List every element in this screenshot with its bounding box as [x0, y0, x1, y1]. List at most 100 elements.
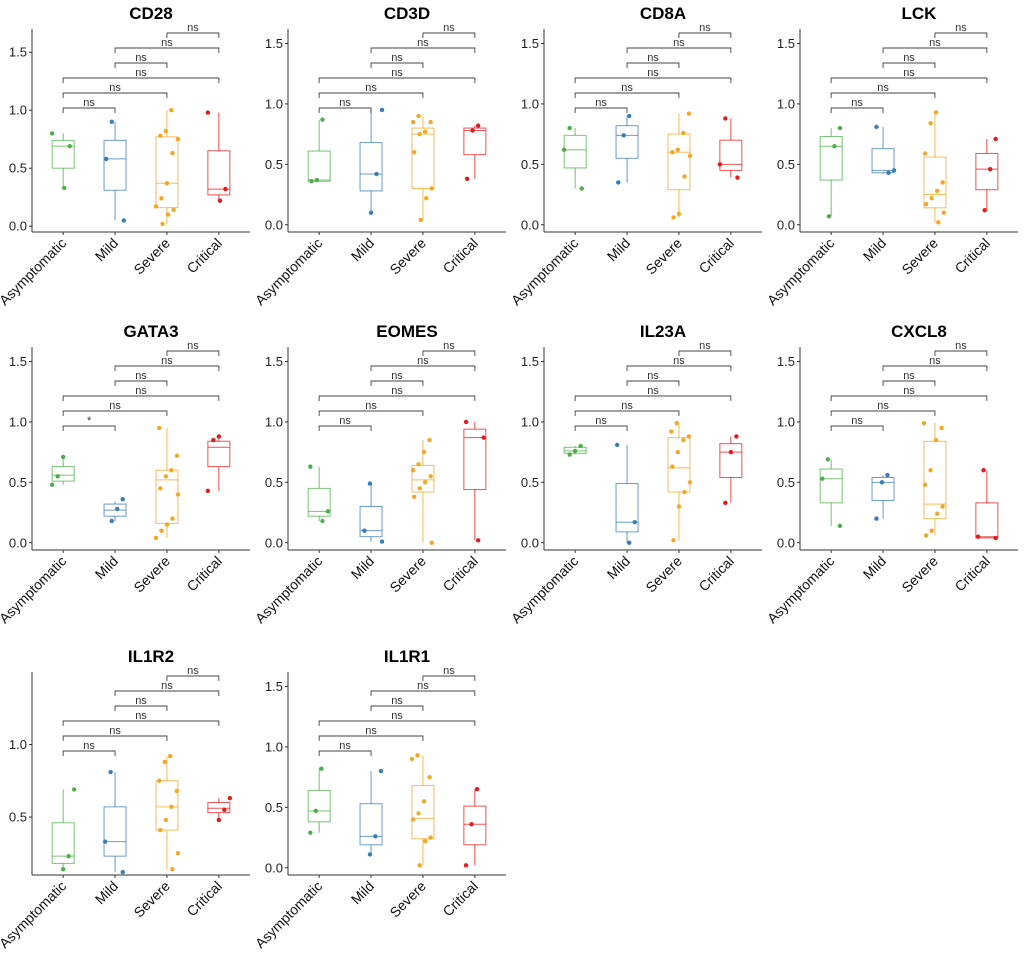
comparison-bracket	[574, 410, 680, 416]
x-tick-label-asymptomatic: Asymptomatic	[0, 235, 69, 308]
data-point	[211, 437, 216, 443]
significance-label: ns	[83, 97, 95, 109]
significance-label: ns	[443, 665, 455, 677]
x-tick-label-critical: Critical	[439, 878, 481, 920]
y-tick-label: 0.0	[777, 535, 795, 550]
x-tick-label-asymptomatic: Asymptomatic	[508, 235, 581, 308]
data-point	[416, 113, 421, 119]
data-point	[934, 511, 940, 516]
box-iqr	[155, 136, 179, 209]
significance-label: ns	[135, 370, 147, 382]
data-point	[428, 119, 433, 125]
box-severe	[410, 437, 435, 545]
comparison-bracket	[934, 32, 988, 38]
data-point	[115, 506, 120, 512]
data-point	[886, 170, 891, 175]
data-point	[308, 464, 313, 469]
x-tick-label-mild: Mild	[92, 235, 121, 264]
box-critical	[975, 136, 999, 213]
data-point	[670, 464, 675, 469]
data-point	[168, 753, 173, 759]
x-tick-label-mild: Mild	[348, 235, 377, 264]
data-point	[320, 518, 325, 524]
x-tick-label-severe: Severe	[642, 553, 685, 596]
box-critical	[463, 419, 487, 543]
box-asymptomatic	[49, 131, 75, 191]
significance-label: ns	[391, 52, 403, 64]
panel-cd8a: CD8A 0.0 0.5 1.0 1.5 Asymptomatic Mild Severe Cr…	[508, 0, 768, 318]
data-point	[463, 419, 469, 425]
data-point	[163, 474, 169, 479]
y-tick-label: 0.5	[9, 161, 27, 176]
box-iqr	[207, 440, 231, 468]
data-point	[373, 834, 378, 839]
box-iqr	[975, 502, 999, 539]
box-iqr	[51, 466, 75, 482]
panel-svg: CD3D 0.0 0.5 1.0 1.5 Asymptomatic Mild Severe Cr…	[252, 4, 506, 308]
data-point	[164, 522, 170, 527]
panel-svg: CXCL8 0.0 0.5 1.0 1.5 Asymptomatic Mild Severe C…	[764, 322, 1018, 626]
comparison-bracket	[318, 92, 424, 98]
panel-svg: EOMES 0.0 0.5 1.0 1.5 Asymptomatic Mild Severe C…	[252, 322, 506, 626]
data-point	[728, 449, 734, 455]
data-point	[627, 540, 632, 545]
box-asymptomatic	[307, 464, 331, 524]
box-mild	[102, 769, 127, 875]
box-mild	[103, 497, 127, 524]
y-tick-label: 1.5	[265, 36, 283, 51]
data-point	[325, 509, 331, 514]
significance-label: ns	[621, 400, 633, 412]
comparison-bracket	[574, 77, 732, 83]
panel-title: IL1R2	[128, 647, 174, 666]
x-tick-label-mild: Mild	[92, 878, 121, 907]
data-point	[686, 111, 692, 116]
box-iqr	[463, 428, 487, 491]
data-point	[410, 119, 416, 125]
x-tick-label-critical: Critical	[695, 553, 737, 595]
significance-label: ns	[161, 355, 173, 367]
box-iqr	[719, 443, 743, 478]
data-point	[993, 535, 998, 541]
box-iqr	[463, 805, 487, 846]
x-tick-label-asymptomatic: Asymptomatic	[252, 235, 325, 308]
significance-label: ns	[955, 22, 967, 34]
comparison-bracket	[830, 107, 884, 113]
data-point	[367, 852, 373, 857]
comparison-bracket	[114, 365, 220, 371]
y-tick-label: 0.5	[265, 800, 283, 815]
box-severe	[667, 111, 693, 220]
data-point	[62, 185, 67, 191]
data-point	[891, 168, 897, 173]
data-point	[121, 218, 127, 223]
box-iqr	[615, 483, 639, 533]
y-tick-label: 1.5	[9, 45, 27, 60]
box-iqr	[871, 148, 895, 174]
data-point	[109, 119, 114, 125]
y-tick-label: 0.0	[521, 535, 539, 550]
significance-label: ns	[443, 22, 455, 34]
data-point	[409, 756, 415, 762]
data-point	[159, 528, 164, 533]
data-point	[826, 214, 832, 219]
data-point	[921, 420, 927, 426]
significance-label: ns	[365, 82, 377, 94]
data-point	[378, 768, 384, 774]
box-iqr	[871, 477, 895, 501]
significance-label: ns	[135, 695, 147, 707]
data-point	[987, 166, 993, 172]
comparison-bracket	[370, 380, 424, 386]
data-point	[675, 147, 681, 153]
data-point	[825, 457, 831, 462]
significance-label: ns	[417, 355, 429, 367]
comparison-bracket	[370, 365, 476, 371]
comparison-bracket	[62, 395, 220, 401]
significance-label: ns	[339, 97, 351, 109]
box-iqr	[155, 469, 179, 524]
box-asymptomatic	[307, 766, 331, 835]
data-point	[427, 774, 432, 780]
y-tick-label: 1.5	[521, 354, 539, 369]
significance-label: ns	[903, 385, 915, 397]
box-iqr	[51, 139, 75, 169]
panel-il23a: IL23A 0.0 0.5 1.0 1.5 Asymptomatic Mild Severe C…	[508, 318, 768, 636]
significance-label: ns	[699, 22, 711, 34]
